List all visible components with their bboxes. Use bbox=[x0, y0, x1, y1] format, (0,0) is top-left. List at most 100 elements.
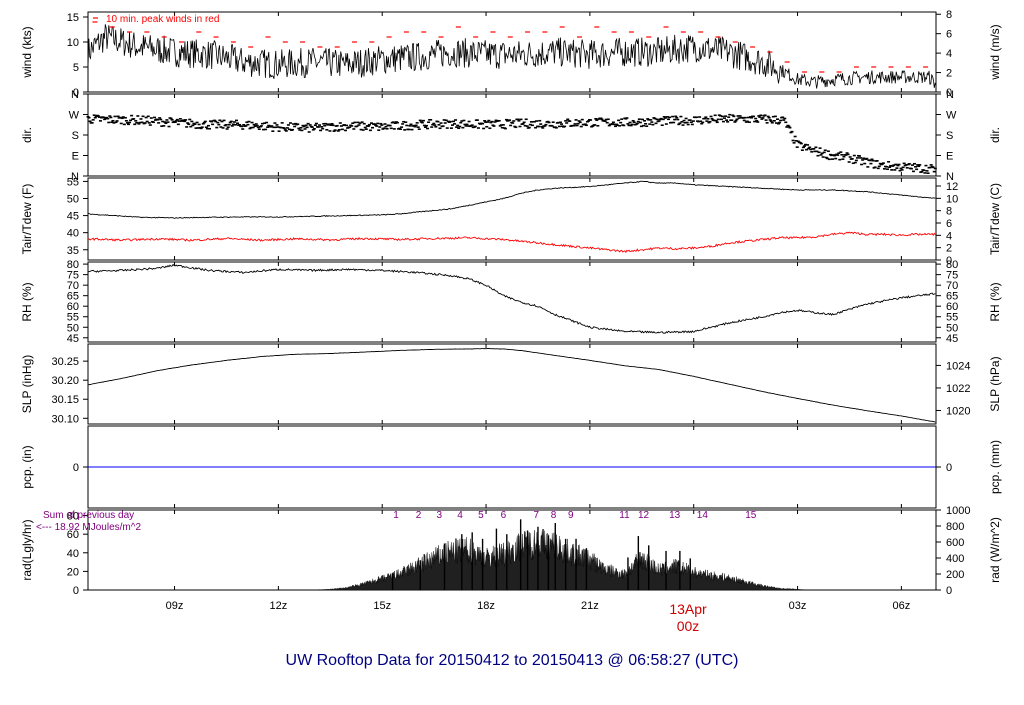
y-tick-label-left: 30.20 bbox=[51, 375, 79, 387]
y-tick-label-left: 40 bbox=[67, 228, 79, 240]
panel-rad: rad(Lgly/hr) rad (W/m^2)02040608002004006… bbox=[20, 505, 1002, 597]
x-tick-label: 12z bbox=[269, 600, 287, 612]
x-tick-label: 03z bbox=[789, 600, 807, 612]
y-tick-label-left: 35 bbox=[67, 245, 79, 257]
sun-elevation-label: 15 bbox=[745, 510, 757, 521]
y-axis-label-right: dir. bbox=[988, 127, 1002, 143]
x-tick-label: 15z bbox=[373, 600, 391, 612]
slp-series-line bbox=[88, 348, 936, 423]
y-tick-label-right: 1000 bbox=[946, 505, 970, 517]
sun-elevation-label: 12 bbox=[638, 510, 650, 521]
y-tick-label-right: 1024 bbox=[946, 360, 970, 372]
x-tick-label: 09z bbox=[166, 600, 184, 612]
sun-elevation-label: 14 bbox=[697, 510, 709, 521]
temp-series-line-tair bbox=[88, 180, 936, 219]
y-tick-label-left: 15 bbox=[67, 12, 79, 24]
y-tick-label-right: 4 bbox=[946, 230, 952, 242]
y-tick-label-right: N bbox=[946, 171, 954, 183]
y-tick-label-right: 400 bbox=[946, 553, 964, 565]
sun-elevation-label: 11 bbox=[619, 510, 630, 521]
y-tick-label-left: 10 bbox=[67, 37, 79, 49]
y-tick-label-right: 1022 bbox=[946, 383, 970, 395]
sun-elevation-label: 13 bbox=[669, 510, 681, 521]
y-tick-label-left: 75 bbox=[67, 270, 79, 282]
panel-frame bbox=[87, 11, 937, 93]
y-tick-label-left: 80 bbox=[67, 259, 79, 271]
y-tick-label-right: 6 bbox=[946, 218, 952, 230]
sun-elevation-label: 9 bbox=[568, 510, 574, 521]
y-tick-label-left: N bbox=[71, 171, 79, 183]
panel-rh: RH (%) RH (%)4550556065707580455055606570… bbox=[20, 259, 1002, 345]
y-tick-label-left: 55 bbox=[67, 176, 79, 188]
y-axis-label-right: RH (%) bbox=[988, 282, 1002, 321]
y-tick-label-left: 70 bbox=[67, 280, 79, 292]
y-tick-label-right: 12 bbox=[946, 181, 958, 193]
y-axis-label-right: wind (m/s) bbox=[988, 24, 1002, 80]
y-tick-label-right: 75 bbox=[946, 270, 958, 282]
y-axis-label-left: rad(Lgly/hr) bbox=[20, 519, 34, 580]
y-tick-label-right: 200 bbox=[946, 569, 964, 581]
radiation-area bbox=[313, 528, 808, 591]
y-tick-label-left: 60 bbox=[67, 301, 79, 313]
date-marker: 13Apr bbox=[669, 601, 707, 617]
y-axis-label-left: wind (kts) bbox=[20, 26, 34, 78]
y-tick-label-left: 50 bbox=[67, 194, 79, 206]
y-axis-label-right: rad (W/m^2) bbox=[988, 517, 1002, 583]
panel-wind: wind (kts) wind (m/s) 0 5 10 15 0 2 4 6 8 10 min. p… bbox=[20, 9, 1002, 99]
y-tick-label-left: 0 bbox=[73, 585, 79, 597]
y-axis-label-right: pcp. (mm) bbox=[988, 440, 1002, 494]
y-tick-label-left: S bbox=[72, 130, 79, 142]
y-tick-label-right: 800 bbox=[946, 521, 964, 533]
y-axis-label-right: SLP (hPa) bbox=[988, 356, 1002, 411]
y-tick-label-left: 45 bbox=[67, 333, 79, 345]
y-tick-label-right: S bbox=[946, 130, 953, 142]
y-tick-label-left: 50 bbox=[67, 322, 79, 334]
panel-temp: Tair/Tdew (F) Tair/Tdew (C) 35 40 45 50 55 0246… bbox=[20, 176, 1002, 267]
y-axis-label-left: dir. bbox=[20, 127, 34, 143]
y-tick-label-right: W bbox=[946, 110, 957, 122]
y-tick-label-right: 0 bbox=[946, 255, 952, 267]
y-tick-label-right: 50 bbox=[946, 322, 958, 334]
y-tick-label-right: 4 bbox=[946, 48, 952, 60]
y-axis-label-left: pcp. (in) bbox=[20, 445, 34, 488]
x-tick-label: 18z bbox=[477, 600, 495, 612]
y-tick-label-left: 65 bbox=[67, 291, 79, 303]
x-tick-label: 06z bbox=[893, 600, 911, 612]
y-axis-label-left: Tair/Tdew (F) bbox=[20, 184, 34, 255]
sun-elevation-label: 5 bbox=[478, 510, 484, 521]
wind-series-line bbox=[87, 24, 937, 89]
sun-elevation-label: 4 bbox=[457, 510, 463, 521]
y-tick-label-right: 55 bbox=[946, 312, 958, 324]
y-tick-label-right: 60 bbox=[946, 301, 958, 313]
radiation-note-line1: Sum of previous day bbox=[43, 510, 134, 521]
date-marker-sub: 00z bbox=[677, 618, 700, 634]
wind-note: 10 min. peak winds in red bbox=[106, 14, 219, 25]
y-tick-label-left: 30.15 bbox=[51, 394, 79, 406]
sun-elevation-label: 3 bbox=[437, 510, 443, 521]
radiation-note-line2: <--- 18.92 MJoules/m^2 bbox=[36, 522, 141, 533]
y-axis-label-left: SLP (inHg) bbox=[20, 355, 34, 413]
y-tick-label-right: 0 bbox=[946, 87, 952, 99]
y-tick-label-right: 8 bbox=[946, 206, 952, 218]
panel-frame bbox=[87, 261, 937, 343]
y-tick-label-right: 0 bbox=[946, 585, 952, 597]
y-tick-label-right: 65 bbox=[946, 291, 958, 303]
sun-elevation-label: 7 bbox=[533, 510, 539, 521]
y-tick-label-right: 2 bbox=[946, 243, 952, 255]
rh-series-line bbox=[87, 263, 936, 334]
y-tick-label-right: 1020 bbox=[946, 405, 970, 417]
y-tick-label-left: 45 bbox=[67, 211, 79, 223]
sun-elevation-label: 6 bbox=[501, 510, 507, 521]
y-tick-label-left: 55 bbox=[67, 312, 79, 324]
y-tick-label-right: 2 bbox=[946, 68, 952, 80]
y-tick-label-right: 80 bbox=[946, 259, 958, 271]
y-axis-label-left: RH (%) bbox=[20, 282, 34, 321]
y-tick-label-right: 10 bbox=[946, 193, 958, 205]
sun-elevation-label: 8 bbox=[551, 510, 557, 521]
y-tick-label-left: 40 bbox=[67, 548, 79, 560]
panel-frame bbox=[87, 177, 937, 261]
y-tick-label-left: 0 bbox=[73, 462, 79, 474]
y-tick-label-left: 60 bbox=[67, 529, 79, 541]
